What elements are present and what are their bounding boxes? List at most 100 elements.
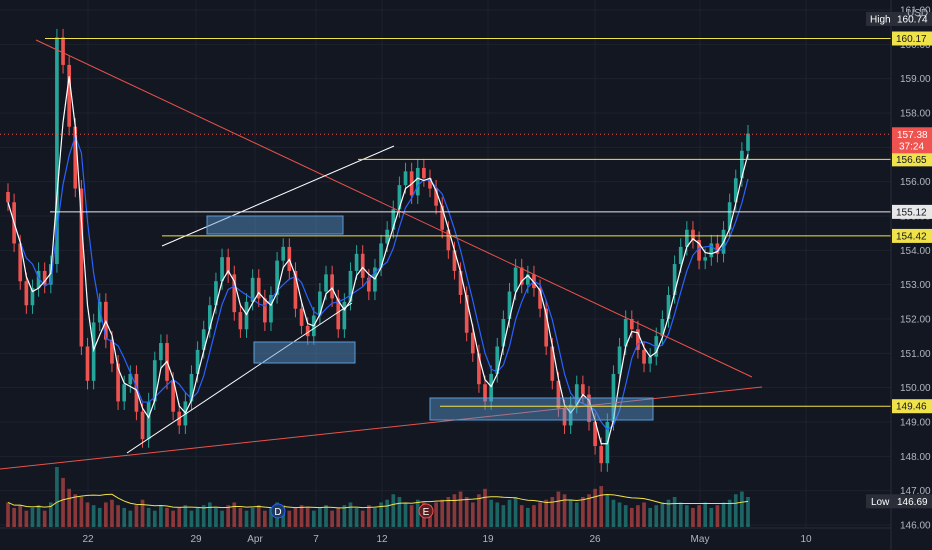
volume-bar-50 bbox=[311, 510, 316, 527]
level-tag-text-4: 149.46 bbox=[896, 402, 927, 413]
volume-bar-6 bbox=[42, 510, 47, 527]
volume-bar-30 bbox=[189, 510, 194, 527]
volume-bar-117 bbox=[721, 502, 726, 527]
candle-body-119 bbox=[733, 178, 738, 203]
dividend-marker[interactable]: D bbox=[270, 503, 286, 519]
volume-bar-2 bbox=[18, 505, 23, 527]
volume-bar-96 bbox=[593, 488, 597, 527]
volume-bar-115 bbox=[709, 507, 714, 527]
candle-body-83 bbox=[513, 267, 518, 292]
volume-bar-100 bbox=[617, 502, 622, 527]
low-tag-value: 146.69 bbox=[897, 497, 928, 508]
volume-bar-77 bbox=[477, 494, 481, 527]
last-price-value: 157.38 bbox=[897, 130, 928, 141]
candle-body-59 bbox=[366, 277, 371, 292]
candles bbox=[6, 28, 750, 472]
volume-bar-35 bbox=[220, 510, 224, 527]
level-tag-bg-0 bbox=[892, 31, 932, 46]
candle-body-42 bbox=[263, 298, 267, 323]
volume-bar-65 bbox=[403, 502, 408, 527]
volume-bar-92 bbox=[568, 499, 573, 527]
level-tag-bg-1 bbox=[892, 152, 932, 167]
currency-label: USD bbox=[907, 8, 928, 19]
volume-bar-108 bbox=[666, 499, 671, 527]
candle-body-10 bbox=[67, 64, 71, 127]
volume-bar-85 bbox=[526, 507, 530, 527]
candle-body-90 bbox=[556, 380, 561, 409]
low-tag: Low 146.69 bbox=[866, 494, 932, 509]
volume-bar-111 bbox=[685, 505, 689, 527]
price-tick-label-7: 153.00 bbox=[900, 280, 931, 291]
volume-bar-21 bbox=[134, 505, 139, 527]
time-axis[interactable]: 22 29 Apr 7 12 19 26 May 10 bbox=[82, 534, 812, 545]
candle-body-45 bbox=[281, 246, 286, 261]
time-tick-label-0: 22 bbox=[82, 534, 94, 545]
volume-bar-48 bbox=[299, 505, 304, 527]
volume-bar-25 bbox=[159, 505, 163, 527]
volume-bar-8 bbox=[55, 467, 59, 527]
volume-bar-17 bbox=[110, 499, 114, 527]
volume-bar-97 bbox=[599, 486, 604, 527]
volume-bar-19 bbox=[122, 507, 127, 527]
candle-body-18 bbox=[116, 363, 120, 402]
volume-bar-73 bbox=[452, 494, 457, 527]
price-tick-label-10: 156.00 bbox=[900, 177, 931, 188]
volume-bar-15 bbox=[97, 507, 102, 527]
volume-bar-105 bbox=[648, 507, 652, 527]
level-tag-text-3: 154.42 bbox=[896, 231, 927, 242]
candle-body-110 bbox=[678, 246, 683, 265]
volume-bar-29 bbox=[183, 505, 188, 527]
candle-body-62 bbox=[385, 229, 390, 244]
last-price-countdown: 37:24 bbox=[899, 141, 924, 152]
volume-bar-43 bbox=[269, 507, 273, 527]
volume-bar-54 bbox=[336, 507, 341, 527]
candle-body-6 bbox=[42, 270, 47, 285]
candle-body-78 bbox=[483, 384, 487, 402]
low-tag-bg bbox=[866, 494, 932, 509]
volume-bar-110 bbox=[678, 502, 683, 527]
volume-bar-51 bbox=[318, 507, 322, 527]
volume-bar-0 bbox=[6, 502, 10, 527]
candle-body-17 bbox=[110, 339, 114, 364]
candle-body-37 bbox=[232, 274, 237, 313]
candle-body-4 bbox=[30, 288, 35, 306]
volume-bar-13 bbox=[85, 502, 90, 527]
price-tick-label-4: 150.00 bbox=[900, 383, 931, 394]
candle-body-56 bbox=[348, 270, 353, 302]
volume-bar-113 bbox=[697, 505, 701, 527]
candle-body-35 bbox=[220, 257, 224, 282]
candle-body-43 bbox=[269, 294, 273, 323]
level-tag-text-0: 160.17 bbox=[896, 34, 927, 45]
candle-body-33 bbox=[207, 305, 212, 330]
candle-body-71 bbox=[440, 205, 445, 230]
price-tick-label-12: 158.00 bbox=[900, 109, 931, 120]
volume-bar-80 bbox=[495, 502, 500, 527]
volume-bar-75 bbox=[464, 497, 469, 527]
candle-body-13 bbox=[85, 346, 90, 381]
volume-bar-56 bbox=[348, 502, 353, 527]
grid bbox=[0, 0, 891, 528]
demand-zone-box-2 bbox=[429, 397, 654, 421]
price-tick-label-6: 152.00 bbox=[900, 315, 931, 326]
level-tag-1: 156.65 bbox=[892, 152, 932, 167]
candle-body-51 bbox=[318, 291, 322, 316]
volume-bar-114 bbox=[703, 502, 708, 527]
volume-bar-90 bbox=[556, 491, 561, 527]
time-tick-label-1: 29 bbox=[190, 534, 202, 545]
level-tag-0: 160.17 bbox=[892, 31, 932, 46]
volume-bar-95 bbox=[587, 494, 591, 527]
time-tick-label-5: 19 bbox=[482, 534, 494, 545]
volume-bar-64 bbox=[397, 497, 402, 527]
volume-bar-94 bbox=[581, 497, 585, 527]
volume-bar-91 bbox=[562, 494, 567, 527]
candle-body-92 bbox=[568, 404, 573, 426]
earnings-marker[interactable]: E bbox=[418, 503, 434, 519]
candle-body-65 bbox=[403, 171, 408, 186]
volume-bar-32 bbox=[201, 505, 206, 527]
volume-bar-53 bbox=[330, 510, 334, 527]
volume-bar-86 bbox=[532, 505, 536, 527]
volume-bar-78 bbox=[483, 488, 487, 527]
candle-body-53 bbox=[330, 274, 334, 299]
